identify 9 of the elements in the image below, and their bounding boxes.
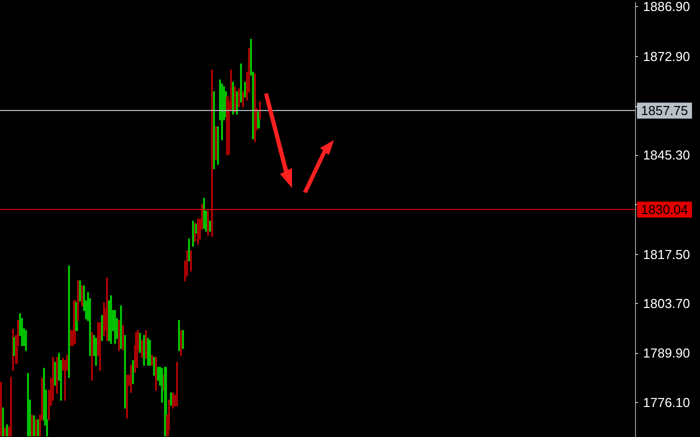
y-tick-label: 1817.50: [643, 246, 690, 262]
y-tick-label: 1776.10: [643, 394, 690, 410]
y-tick-label: 1872.90: [643, 49, 690, 64]
y-tick-label: 1845.30: [643, 148, 690, 163]
y-tick-label: 1789.90: [643, 346, 690, 361]
ref-line-label: 1830.04: [641, 202, 688, 218]
ref-line-label: 1857.75: [641, 103, 688, 118]
y-tick-label: 1803.70: [643, 296, 690, 312]
y-tick-label: 1886.90: [643, 0, 690, 14]
